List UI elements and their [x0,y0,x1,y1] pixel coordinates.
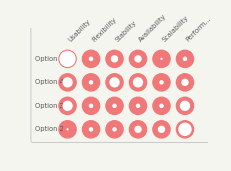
Circle shape [161,58,162,59]
Circle shape [134,78,143,87]
Text: Option 1: Option 1 [36,56,64,62]
Circle shape [153,50,170,67]
Circle shape [59,121,76,138]
Circle shape [153,97,170,114]
Text: Option 2: Option 2 [35,126,64,132]
Circle shape [135,56,141,62]
Text: Option 3: Option 3 [36,103,64,109]
Circle shape [129,74,147,91]
Circle shape [106,121,123,138]
Circle shape [82,97,100,114]
Circle shape [106,74,123,91]
Circle shape [153,74,170,91]
Text: Availability: Availability [138,13,168,43]
Circle shape [106,97,123,114]
Text: Stability: Stability [115,20,138,43]
Text: Perform...: Perform... [185,16,212,43]
Circle shape [110,78,119,87]
Circle shape [89,104,93,107]
Circle shape [82,74,100,91]
Circle shape [129,50,147,67]
Circle shape [160,104,163,107]
Circle shape [106,50,123,67]
Circle shape [129,97,147,114]
FancyBboxPatch shape [31,26,210,142]
Text: Scalability: Scalability [161,15,190,43]
Circle shape [182,79,188,85]
Circle shape [176,50,194,67]
Circle shape [89,81,93,84]
Circle shape [63,101,72,110]
Text: Usability: Usability [67,18,92,43]
Circle shape [67,129,68,130]
Text: Option 4: Option 4 [35,79,64,85]
Circle shape [158,126,164,132]
Circle shape [63,78,72,87]
Circle shape [160,81,163,84]
Circle shape [129,121,147,138]
Circle shape [59,50,76,67]
Circle shape [113,128,116,131]
Circle shape [153,121,170,138]
Circle shape [179,123,191,135]
Circle shape [59,74,76,91]
Circle shape [135,126,141,132]
Circle shape [137,104,140,107]
Text: Flexibility: Flexibility [91,16,118,43]
Circle shape [176,97,194,114]
Circle shape [112,56,118,62]
Circle shape [82,121,100,138]
Circle shape [82,50,100,67]
Circle shape [60,51,75,66]
Circle shape [180,101,189,110]
Circle shape [183,57,186,60]
Circle shape [59,97,76,114]
Circle shape [176,74,194,91]
Circle shape [113,104,116,107]
Circle shape [89,57,93,60]
Circle shape [176,121,194,138]
Circle shape [89,128,93,131]
